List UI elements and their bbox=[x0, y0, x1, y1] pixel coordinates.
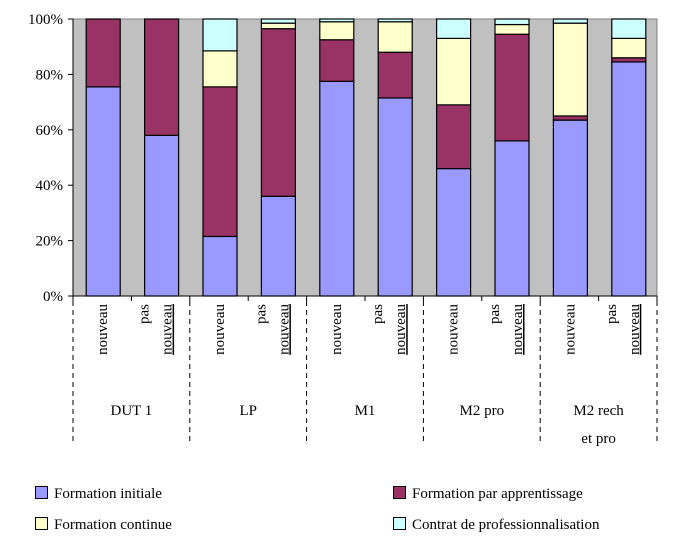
bar-segment bbox=[202, 50, 238, 88]
group-label: M2 rech bbox=[573, 403, 624, 419]
bar-segment bbox=[260, 195, 296, 297]
sub-label: nouveau bbox=[627, 304, 643, 355]
y-tick-label: 60% bbox=[36, 123, 64, 139]
sub-label: pas bbox=[487, 304, 503, 324]
legend-swatch bbox=[35, 486, 48, 499]
legend-item: Formation par apprentissage bbox=[393, 486, 583, 502]
bar-segment bbox=[377, 97, 413, 297]
bar-segment bbox=[202, 235, 238, 297]
sub-label: nouveau bbox=[446, 304, 462, 355]
bar-segment bbox=[144, 18, 180, 136]
bar-segment bbox=[260, 28, 296, 197]
bar-segment bbox=[260, 22, 296, 30]
group-label: LP bbox=[239, 403, 257, 419]
bar-segment bbox=[552, 18, 589, 24]
bar-segment bbox=[319, 21, 355, 41]
bar-segment bbox=[377, 18, 413, 23]
bar-segment bbox=[611, 18, 647, 39]
legend-item: Formation continue bbox=[35, 517, 172, 533]
bar-segment bbox=[436, 18, 472, 39]
y-tick-label: 100% bbox=[28, 12, 63, 28]
y-tick-label: 20% bbox=[36, 234, 64, 250]
y-tick-label: 40% bbox=[36, 178, 64, 194]
bar-segment bbox=[494, 18, 530, 26]
bar-segment bbox=[611, 61, 647, 297]
bar-segment bbox=[611, 37, 647, 59]
bar-segment bbox=[494, 33, 530, 142]
bar-segment bbox=[260, 18, 296, 24]
group-label: et pro bbox=[581, 431, 616, 447]
legend-item: Formation initiale bbox=[35, 486, 162, 502]
sub-label: nouveau bbox=[95, 304, 111, 355]
legend-label: Contrat de professionnalisation bbox=[412, 517, 600, 533]
group-label: M2 pro bbox=[460, 403, 505, 419]
bar-segment bbox=[436, 37, 472, 106]
bar-segment bbox=[319, 18, 355, 23]
legend-swatch bbox=[393, 486, 406, 499]
sub-label: nouveau bbox=[510, 304, 526, 355]
legend-item: Contrat de professionnalisation bbox=[393, 517, 599, 533]
group-label: DUT 1 bbox=[110, 403, 152, 419]
bar-segment bbox=[144, 134, 180, 297]
bar-segment bbox=[202, 18, 238, 52]
legend-label: Formation continue bbox=[54, 517, 172, 533]
bar-segment bbox=[319, 80, 355, 297]
bar-segment bbox=[611, 57, 647, 63]
bar-segment bbox=[494, 140, 530, 297]
bar-segment bbox=[377, 51, 413, 99]
bar-segment bbox=[85, 86, 121, 297]
legend-swatch bbox=[393, 517, 406, 530]
bar-segment bbox=[202, 86, 238, 238]
sub-label: nouveau bbox=[276, 304, 292, 355]
sub-label: nouveau bbox=[562, 304, 578, 355]
sub-label: pas bbox=[253, 304, 269, 324]
bar-segment bbox=[436, 167, 472, 297]
bar-segment bbox=[552, 22, 589, 117]
sub-label: pas bbox=[604, 304, 620, 324]
bar-segment bbox=[552, 119, 589, 297]
sub-label: pas bbox=[137, 304, 153, 324]
bar-segment bbox=[436, 104, 472, 170]
y-tick-label: 80% bbox=[36, 67, 64, 83]
sub-label: nouveau bbox=[329, 304, 345, 355]
bar-segment bbox=[319, 39, 355, 82]
bar-segment bbox=[494, 23, 530, 35]
sub-label: nouveau bbox=[212, 304, 228, 355]
bar-segment bbox=[85, 18, 121, 88]
group-label: M1 bbox=[355, 403, 376, 419]
bar-segment bbox=[377, 21, 413, 53]
legend-label: Formation par apprentissage bbox=[412, 486, 583, 502]
sub-label: pas bbox=[370, 304, 386, 324]
legend-swatch bbox=[35, 517, 48, 530]
sub-label: nouveau bbox=[393, 304, 409, 355]
legend-label: Formation initiale bbox=[54, 486, 162, 502]
bar-segment bbox=[552, 115, 589, 121]
sub-label: nouveau bbox=[160, 304, 176, 355]
y-tick-label: 0% bbox=[43, 289, 63, 305]
